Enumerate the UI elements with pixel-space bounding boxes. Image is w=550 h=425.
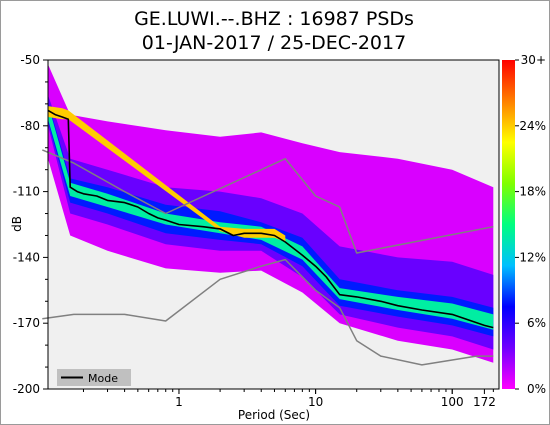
y-axis: -50 -80 -110 -140 -170 -200 [13, 53, 48, 396]
x-axis-label: Period (Sec) [238, 408, 310, 422]
colorbar-tick-label: 12% [519, 250, 546, 264]
colorbar-tick-label: 18% [519, 185, 546, 199]
colorbar [502, 60, 515, 389]
nhnm-line [42, 149, 494, 254]
noise-model-layer [42, 149, 494, 366]
legend: Mode [57, 369, 131, 386]
legend-box [57, 369, 131, 386]
chart-title: GE.LUWI.--.BHZ : 16987 PSDs [134, 8, 414, 30]
colorbar-tick-label: 24% [519, 119, 546, 133]
y-tick-label: -200 [13, 382, 40, 396]
x-axis: 1 10 100 172 [82, 389, 496, 409]
colorbar-ticks: 0% 6% 12% 18% 24% 30+ [515, 53, 546, 396]
density-band-4 [48, 103, 494, 330]
colorbar-tick-label: 30+ [521, 53, 546, 67]
x-tick-label: 10 [308, 395, 323, 409]
y-tick-label: -80 [20, 119, 40, 133]
x-tick-label: 100 [441, 395, 464, 409]
x-tick-label: 172 [473, 395, 496, 409]
mode-line [47, 109, 494, 329]
density-band-2 [48, 95, 494, 350]
x-tick-label: 1 [175, 395, 183, 409]
mode-layer [47, 109, 494, 329]
nlnm-line [42, 258, 494, 366]
y-tick-label: -140 [13, 250, 40, 264]
y-tick-label: -170 [13, 316, 40, 330]
y-tick-label: -50 [20, 53, 40, 67]
colorbar-tick-label: 0% [527, 382, 546, 396]
chart-subtitle: 01-JAN-2017 / 25-DEC-2017 [142, 32, 406, 54]
y-axis-label: dB [10, 216, 24, 232]
density-band-5 [48, 106, 286, 242]
y-tick-label: -110 [13, 185, 40, 199]
legend-mode-label: Mode [88, 372, 118, 385]
plot-border [47, 59, 500, 390]
colorbar-tick-label: 6% [527, 316, 546, 330]
density-layer [48, 64, 494, 363]
